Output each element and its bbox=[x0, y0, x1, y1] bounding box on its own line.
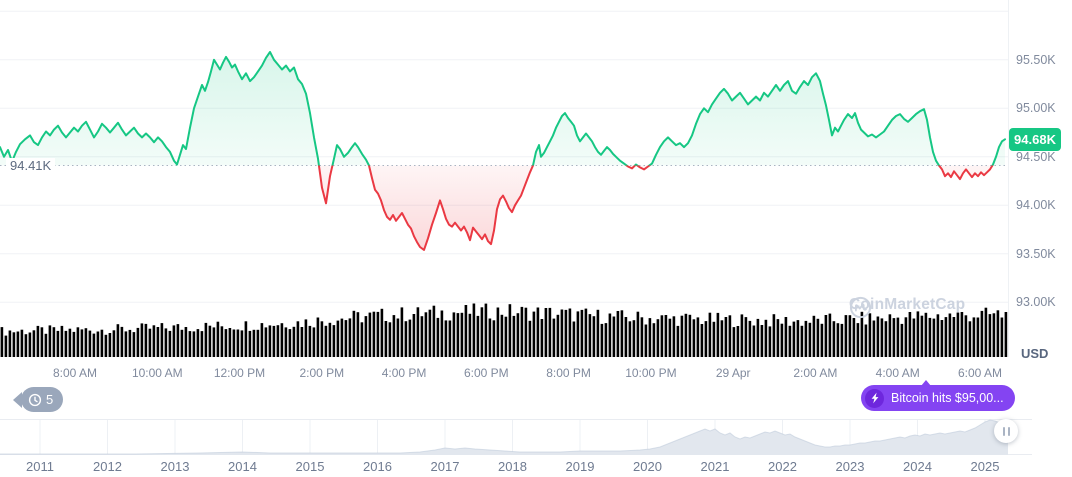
timeline-year-label: 2021 bbox=[700, 459, 730, 474]
event-badge-text: Bitcoin hits $95,00... bbox=[891, 391, 1004, 405]
price-chart-canvas[interactable] bbox=[0, 0, 1072, 357]
x-axis-tick-label: 4:00 AM bbox=[875, 366, 920, 380]
history-clock-icon bbox=[28, 393, 42, 406]
timeline-year-label: 2015 bbox=[295, 459, 325, 474]
x-axis-tick-label: 4:00 PM bbox=[381, 366, 427, 380]
timeline-year-label: 2014 bbox=[228, 459, 257, 474]
timeline-year-label: 2023 bbox=[835, 459, 865, 474]
x-axis-tick-label: 10:00 PM bbox=[625, 366, 677, 380]
price-area-below-baseline bbox=[0, 165, 1005, 250]
timeline-year-label: 2011 bbox=[26, 459, 54, 474]
baseline-price-label: 94.41K bbox=[6, 158, 56, 174]
x-axis-tick-label: 8:00 AM bbox=[52, 366, 98, 380]
timeline-year-label: 2022 bbox=[768, 459, 797, 474]
price-line-up bbox=[0, 51, 1006, 166]
timeline-year-label: 2024 bbox=[903, 459, 932, 474]
y-axis-tick-label: 95.50K bbox=[1016, 52, 1056, 67]
x-axis-tick-label: 6:00 PM bbox=[463, 366, 509, 380]
timeline-year-label: 2017 bbox=[430, 459, 460, 474]
x-axis-tick-label: 2:00 PM bbox=[299, 366, 345, 380]
timeline-history-area bbox=[0, 420, 1008, 455]
timeline-year-labels: 2011 2012 2013 2014 2015 2016 2017 2018 2019 2020… bbox=[0, 455, 1072, 477]
lightning-icon bbox=[871, 392, 878, 404]
x-axis-tick-label: 2:00 AM bbox=[793, 366, 838, 380]
event-badge-icon-circle bbox=[865, 388, 884, 408]
timeline-year-label: 2016 bbox=[363, 459, 392, 474]
y-axis-tick-label: 94.00K bbox=[1016, 198, 1056, 213]
y-axis-tick-label: 93.00K bbox=[1016, 295, 1056, 310]
timeline-range-handle[interactable] bbox=[994, 419, 1018, 443]
price-area-above-baseline bbox=[0, 52, 1005, 166]
event-badge-pointer bbox=[921, 380, 931, 386]
y-axis-tick-label: 93.50K bbox=[1016, 246, 1056, 261]
x-axis-tick-label: 29 Apr bbox=[715, 366, 751, 380]
timeline-year-label: 2013 bbox=[160, 459, 190, 474]
x-axis-labels: 8:00 AM 10:00 AM 12:00 PM 2:00 PM 4:00 PM 6:0… bbox=[0, 357, 1072, 385]
price-line-down bbox=[177, 165, 994, 251]
current-price-badge: 94.68K bbox=[1009, 128, 1061, 151]
x-axis-tick-label: 8:00 PM bbox=[546, 366, 591, 380]
recently-viewed-badge[interactable]: 5 bbox=[21, 387, 64, 412]
timeline-year-label: 2020 bbox=[633, 459, 662, 474]
x-axis-tick-label: 12:00 PM bbox=[213, 366, 266, 380]
x-axis-tick-label: 6:00 AM bbox=[957, 366, 1003, 380]
timeline-year-label: 2025 bbox=[970, 459, 1000, 474]
y-axis-tick-label: 95.00K bbox=[1016, 101, 1056, 116]
timeline-mini-chart[interactable] bbox=[0, 419, 1072, 455]
news-event-badge[interactable]: Bitcoin hits $95,00... bbox=[861, 380, 1015, 411]
y-axis-tick-label: 94.50K bbox=[1016, 149, 1056, 164]
timeline-year-label: 2012 bbox=[93, 459, 122, 474]
timeline-range-selector[interactable] bbox=[0, 419, 1072, 455]
timeline-year-label: 2019 bbox=[565, 459, 595, 474]
recently-viewed-count: 5 bbox=[46, 392, 54, 407]
currency-unit-label: USD bbox=[1021, 346, 1049, 361]
timeline-history-line bbox=[0, 419, 1009, 455]
timeline-year-label: 2018 bbox=[498, 459, 527, 474]
price-chart-plot[interactable]: 94.41K 95.50K 95.00K 94.50K 94.00K 93.50K 93.… bbox=[0, 0, 1072, 361]
x-axis-tick-label: 10:00 AM bbox=[131, 366, 183, 380]
volume-bars bbox=[0, 303, 1008, 357]
